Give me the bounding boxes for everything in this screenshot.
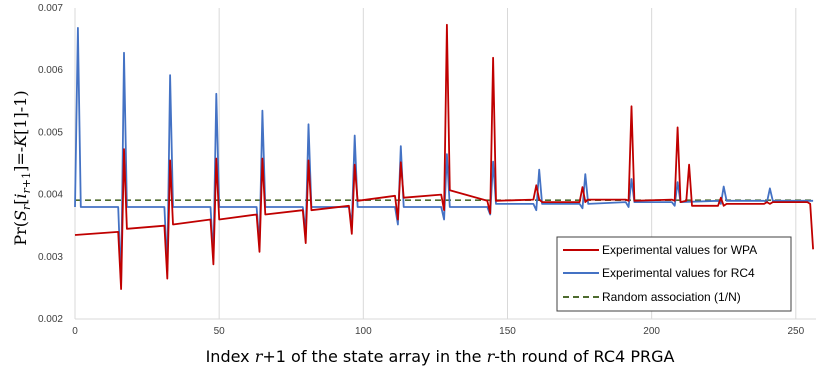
x-tick-label: 250 [787,326,804,337]
x-tick-labels: 0 50 100 150 200 250 [72,326,804,337]
y-tick-label: 0.005 [38,127,63,138]
legend-label-rc4: Experimental values for RC4 [602,266,755,280]
x-tick-label: 0 [72,326,78,337]
y-axis-label: Pr(Sr[ir+1]=-K[1]-1) [11,90,33,245]
x-axis-label: Index r+1 of the state array in the r-th… [206,347,675,366]
y-tick-labels: 0.002 0.003 0.004 0.005 0.006 0.007 [38,3,63,325]
x-tick-label: 150 [499,326,516,337]
x-tick-label: 50 [214,326,226,337]
y-tick-label: 0.002 [38,314,63,325]
y-tick-label: 0.007 [38,3,63,14]
legend: Experimental values for WPA Experimental… [556,236,792,312]
y-tick-label: 0.003 [38,252,63,263]
x-tick-label: 100 [355,326,372,337]
legend-label-wpa: Experimental values for WPA [602,243,757,257]
legend-label-random: Random association (1/N) [602,290,741,304]
x-tick-label: 200 [643,326,660,337]
series-line-wpa [74,23,814,291]
y-tick-label: 0.004 [38,190,63,201]
series-layer [74,23,814,291]
series-line-rc4 [74,26,814,286]
y-tick-label: 0.006 [38,65,63,76]
